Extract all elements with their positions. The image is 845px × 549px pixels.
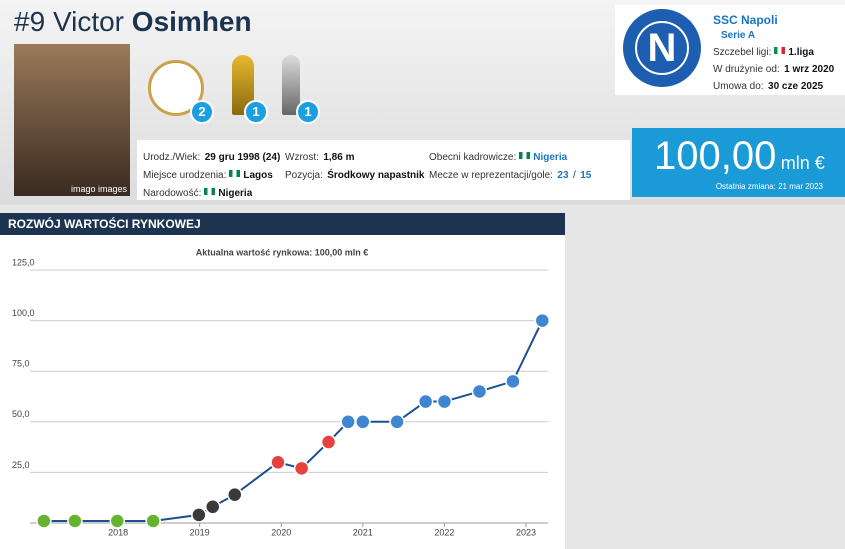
last-name: Osimhen [131, 6, 252, 37]
player-photo[interactable]: imago images [14, 44, 130, 196]
line [43, 320, 544, 522]
market-value-box[interactable]: 100,00 mln € Ostatnia zmiana: 21 mar 202… [632, 128, 845, 197]
x-tick-label: 2020 [271, 527, 291, 537]
marker[interactable] [340, 414, 356, 430]
trophy-icon[interactable] [232, 55, 254, 115]
y-tick-label: 100,0 [12, 308, 35, 318]
info-label: Miejsce urodzenia: [143, 170, 227, 181]
marker[interactable] [389, 414, 405, 430]
marker[interactable] [436, 393, 453, 410]
info-label: Szczebel ligi: [713, 47, 772, 58]
marker[interactable] [36, 513, 52, 529]
caps[interactable]: 23 [557, 170, 569, 181]
club-logo-letter: N [635, 21, 689, 75]
info-value[interactable]: Nigeria [533, 152, 568, 163]
info-value: Środkowy napastnik [327, 170, 425, 181]
info-label: Urodz./Wiek: [143, 152, 201, 163]
trophy-count: 1 [296, 100, 320, 124]
marker[interactable] [227, 486, 243, 503]
marker[interactable] [417, 393, 434, 410]
value-amount: 100,00 [654, 134, 777, 178]
marker[interactable] [67, 513, 83, 529]
separator: / [572, 170, 576, 181]
x-tick-label: 2022 [434, 527, 454, 537]
y-tick-label: 25,0 [12, 460, 30, 470]
goals[interactable]: 15 [580, 170, 592, 181]
last-change: Ostatnia zmiana: 21 mar 2023 [715, 182, 823, 191]
info-label: Pozycja: [285, 170, 323, 181]
info-label: Narodowość: [143, 188, 202, 199]
info-value: 1 wrz 2020 [784, 64, 835, 75]
info-value: 29 gru 1998 (24) [204, 152, 281, 163]
x-tick-label: 2021 [353, 527, 373, 537]
photo-credit: imago images [70, 184, 127, 194]
league[interactable]: Serie A [721, 30, 756, 41]
section-title: ROZWÓJ WARTOŚCI RYNKOWEJ [0, 213, 565, 235]
chart-title: Aktualna wartość rynkowa: 100,00 mln € [196, 247, 369, 257]
club-name[interactable]: SSC Napoli [713, 13, 778, 27]
trophy-count: 1 [244, 100, 268, 124]
player-name: #9 Victor Osimhen [14, 6, 252, 38]
club-logo[interactable]: N [623, 9, 701, 87]
marker[interactable] [471, 383, 488, 400]
marker[interactable] [293, 460, 310, 477]
marker[interactable] [505, 373, 521, 390]
info-value: 30 cze 2025 [768, 81, 824, 92]
marker[interactable] [355, 414, 371, 430]
info-value: 1,86 m [323, 152, 355, 163]
info-value: Nigeria [218, 188, 253, 199]
trophy-icon[interactable] [282, 55, 300, 115]
info-value: Lagos [243, 170, 273, 181]
marker[interactable] [109, 513, 126, 529]
club-box: N SSC Napoli Serie A Szczebel ligi: 1.lig… [615, 5, 845, 95]
marker[interactable] [320, 434, 337, 450]
y-tick-label: 75,0 [12, 359, 30, 369]
y-tick-label: 125,0 [12, 257, 35, 267]
x-tick-label: 2023 [516, 527, 536, 537]
value-unit: mln € [780, 153, 825, 173]
trophy-count: 2 [190, 100, 214, 124]
y-tick-label: 50,0 [12, 409, 30, 419]
x-tick-label: 2018 [108, 527, 128, 537]
info-label: Umowa do: [713, 81, 764, 92]
marker[interactable] [270, 454, 286, 471]
info-label: Mecze w reprezentacji/gole: [429, 170, 553, 181]
chart: Aktualna wartość rynkowa: 100,00 mln € 2… [12, 247, 551, 537]
first-name: Victor [52, 6, 125, 37]
info-box: Urodz./Wiek: 29 gru 1998 (24) Miejsce ur… [137, 140, 630, 200]
x-tick-label: 2019 [190, 527, 210, 537]
marker[interactable] [204, 499, 221, 515]
info-label: Wzrost: [285, 152, 319, 163]
shirt-number: #9 [14, 6, 46, 37]
marker[interactable] [191, 507, 207, 523]
info-label: W drużynie od: [713, 64, 780, 75]
chart-panel: ROZWÓJ WARTOŚCI RYNKOWEJ [0, 213, 565, 549]
info-label: Obecni kadrowicze: [429, 152, 517, 163]
marker[interactable] [534, 312, 551, 329]
marker[interactable] [145, 513, 161, 529]
info-value: 1.liga [788, 47, 814, 58]
